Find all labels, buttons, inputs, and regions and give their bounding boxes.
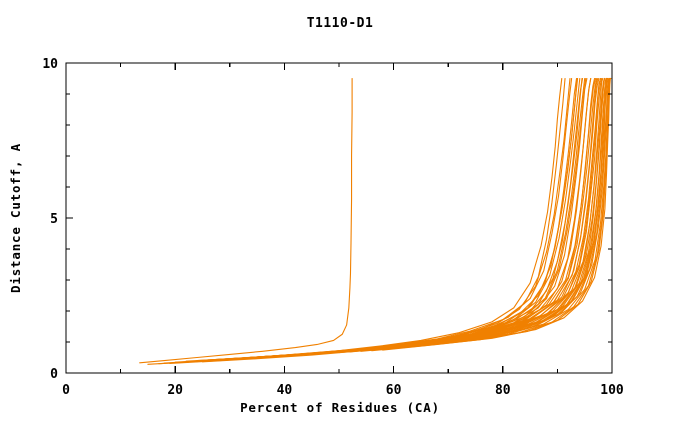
x-tick-label: 80: [495, 383, 511, 398]
y-tick-label: 10: [42, 57, 58, 72]
y-axis-title: Distance Cutoff, A: [8, 143, 23, 293]
x-tick-label: 0: [62, 383, 70, 398]
x-tick-label: 20: [167, 383, 183, 398]
y-tick-label: 5: [50, 212, 58, 227]
x-tick-label: 40: [277, 383, 293, 398]
x-axis-tick-labels: 0 20 40 60 80 100: [62, 383, 624, 398]
x-tick-label: 60: [386, 383, 402, 398]
x-tick-label: 100: [600, 383, 624, 398]
y-tick-label: 0: [50, 367, 58, 382]
axis-ticks: [65, 62, 613, 374]
data-curve: [139, 77, 353, 364]
data-curve: [278, 77, 605, 357]
x-axis-title: Percent of Residues (CA): [240, 400, 440, 415]
y-axis-tick-labels: 0 5 10: [42, 57, 58, 382]
data-curve: [300, 77, 608, 356]
page-title: T1110-D1: [307, 16, 374, 31]
data-curve: [382, 77, 612, 351]
